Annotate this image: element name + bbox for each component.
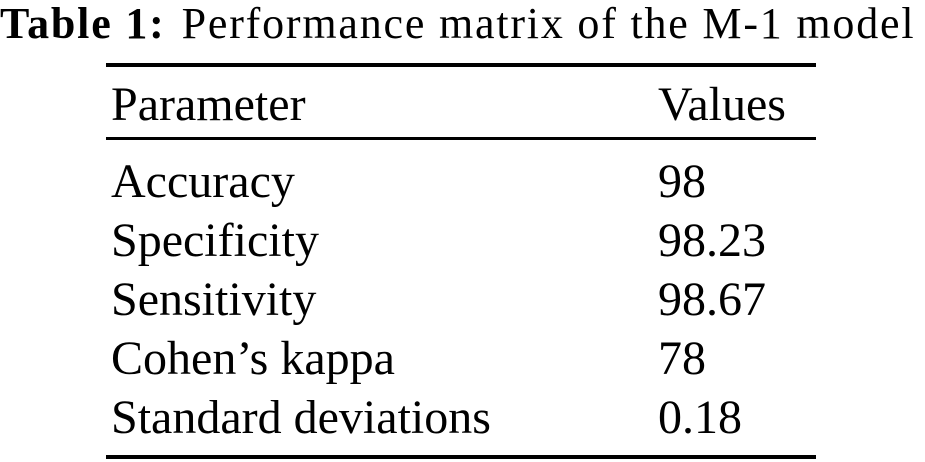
table-row: Sensitivity 98.67 (106, 270, 816, 329)
table-row: Cohen’s kappa 78 (106, 329, 816, 388)
row-value-standard-deviations: 0.18 (658, 390, 742, 444)
table-row: Accuracy 98 (106, 152, 816, 211)
row-value-cohens-kappa: 78 (658, 331, 706, 385)
table-top-rule (106, 63, 816, 67)
row-parameter-specificity: Specificity (111, 213, 319, 267)
table-row: Specificity 98.23 (106, 211, 816, 270)
row-parameter-accuracy: Accuracy (111, 154, 295, 208)
table-bottom-rule (106, 455, 816, 459)
table-row: Standard deviations 0.18 (106, 388, 816, 447)
table-caption: Table 1: Performance matrix of the M-1 mo… (0, 0, 925, 48)
row-value-specificity: 98.23 (658, 213, 766, 267)
table-header-row: Parameter Values (106, 67, 816, 137)
row-parameter-standard-deviations: Standard deviations (111, 390, 491, 444)
table-header-rule (106, 137, 816, 140)
row-parameter-sensitivity: Sensitivity (111, 272, 317, 326)
column-header-parameter: Parameter (111, 78, 306, 131)
row-parameter-cohens-kappa: Cohen’s kappa (111, 331, 395, 385)
column-header-values: Values (658, 78, 786, 131)
table-caption-label: Table 1: (0, 0, 166, 48)
table-body: Accuracy 98 Specificity 98.23 Sensitivit… (106, 140, 816, 455)
row-value-accuracy: 98 (658, 154, 706, 208)
table-caption-title: Performance matrix of the M-1 model (181, 0, 916, 48)
performance-table: Parameter Values Accuracy 98 Specificity… (106, 63, 816, 459)
row-value-sensitivity: 98.67 (658, 272, 766, 326)
